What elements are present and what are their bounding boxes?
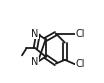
Text: N: N bbox=[31, 57, 38, 67]
Text: Cl: Cl bbox=[75, 29, 85, 39]
Text: Cl: Cl bbox=[75, 59, 85, 69]
Text: N: N bbox=[31, 29, 38, 39]
